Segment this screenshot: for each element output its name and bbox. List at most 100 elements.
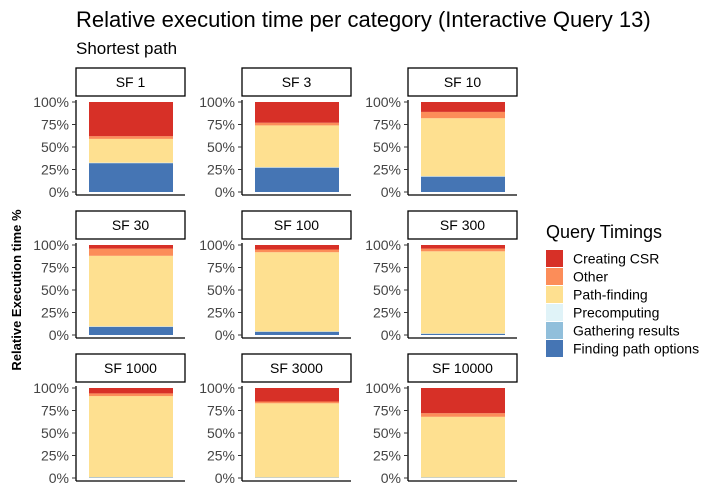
bar-segment-creating-csr bbox=[255, 388, 339, 402]
bar-segment-other bbox=[255, 249, 339, 253]
bar-segment-creating-csr bbox=[89, 388, 173, 394]
y-tick-label: 50% bbox=[207, 425, 235, 441]
legend: Query Timings Creating CSR Other Path-find… bbox=[546, 222, 699, 357]
legend-label: Gathering results bbox=[573, 323, 680, 339]
y-tick-label: 50% bbox=[41, 425, 69, 441]
facet-panel: SF 100 0% 25% 50% 75% 100% bbox=[199, 210, 352, 343]
facet-strip bbox=[75, 67, 186, 97]
y-tick-label: 75% bbox=[41, 260, 69, 276]
bar-segment-path-finding bbox=[421, 118, 505, 177]
bar-segment-other bbox=[89, 393, 173, 397]
bar-segment-path-finding bbox=[89, 255, 173, 327]
facet-strip-label: SF 3 bbox=[282, 74, 312, 90]
y-tick-label: 75% bbox=[373, 117, 401, 133]
facet-strip bbox=[407, 67, 518, 97]
bar-segment-other bbox=[421, 413, 505, 417]
y-tick-label: 50% bbox=[373, 139, 401, 155]
y-tick-label: 25% bbox=[41, 162, 69, 178]
y-tick-label: 100% bbox=[199, 94, 235, 110]
y-tick-label: 0% bbox=[381, 327, 401, 343]
bar-segment-creating-csr bbox=[89, 245, 173, 249]
facet-panels: SF 10%25%50%75%100%SF 30%25%50%75%100%SF… bbox=[33, 67, 518, 486]
y-tick-label: 25% bbox=[373, 305, 401, 321]
bar-segment-path-finding bbox=[255, 252, 339, 332]
legend-label: Finding path options bbox=[573, 341, 699, 357]
bar-segment-other bbox=[255, 122, 339, 126]
y-tick-label: 50% bbox=[41, 139, 69, 155]
facet-strip bbox=[241, 210, 352, 240]
y-tick-label: 25% bbox=[41, 305, 69, 321]
y-tick-label: 25% bbox=[41, 448, 69, 464]
y-tick-label: 75% bbox=[207, 403, 235, 419]
y-tick-label: 100% bbox=[365, 380, 401, 396]
facet-strip bbox=[407, 353, 518, 383]
y-tick-label: 100% bbox=[199, 380, 235, 396]
facet-strip-label: SF 30 bbox=[112, 217, 150, 233]
y-tick-label: 25% bbox=[373, 448, 401, 464]
facet-panel: SF 1000 0% 25% 50% 75% 100% bbox=[33, 353, 186, 486]
y-tick-label: 75% bbox=[373, 403, 401, 419]
bar-segment-path-finding bbox=[421, 416, 505, 478]
facet-panel: SF 3000 0% 25% 50% 75% 100% bbox=[199, 353, 352, 486]
bar-segment-finding-path-options bbox=[421, 176, 505, 192]
y-tick-label: 100% bbox=[33, 237, 69, 253]
y-tick-label: 75% bbox=[207, 260, 235, 276]
facet-strip bbox=[407, 210, 518, 240]
y-tick-label: 50% bbox=[373, 425, 401, 441]
bar-segment-other bbox=[89, 136, 173, 139]
y-tick-label: 50% bbox=[207, 139, 235, 155]
facet-strip bbox=[75, 210, 186, 240]
facet-strip-label: SF 3000 bbox=[270, 360, 323, 376]
y-tick-label: 75% bbox=[207, 117, 235, 133]
bar-segment-creating-csr bbox=[89, 102, 173, 137]
facet-panel: SF 1 0% 25% 50% 75% 100% bbox=[33, 67, 186, 200]
legend-swatch bbox=[546, 322, 563, 339]
legend-label: Creating CSR bbox=[573, 251, 659, 267]
legend-label: Precomputing bbox=[573, 305, 659, 321]
y-axis-label: Relative Execution time % bbox=[9, 209, 24, 371]
legend-swatch bbox=[546, 304, 563, 321]
facet-strip-label: SF 1 bbox=[116, 74, 146, 90]
legend-label: Other bbox=[573, 269, 608, 285]
facet-strip bbox=[241, 353, 352, 383]
bar-segment-path-finding bbox=[89, 396, 173, 478]
chart-subtitle: Shortest path bbox=[76, 39, 177, 58]
facet-panel: SF 10000 0% 25% 50% 75% 100% bbox=[365, 353, 518, 486]
facet-strip-label: SF 1000 bbox=[104, 360, 157, 376]
legend-swatch bbox=[546, 340, 563, 357]
bar-segment-path-finding bbox=[255, 125, 339, 168]
bar-segment-finding-path-options bbox=[89, 326, 173, 335]
bar-segment-path-finding bbox=[421, 251, 505, 334]
bar-segment-creating-csr bbox=[255, 102, 339, 123]
facet-strip-label: SF 100 bbox=[274, 217, 319, 233]
y-tick-label: 0% bbox=[215, 470, 235, 486]
y-tick-label: 100% bbox=[199, 237, 235, 253]
bar-segment-path-finding bbox=[89, 138, 173, 163]
facet-strip bbox=[241, 67, 352, 97]
y-tick-label: 25% bbox=[207, 448, 235, 464]
y-tick-label: 0% bbox=[215, 327, 235, 343]
legend-title: Query Timings bbox=[546, 222, 662, 242]
bar-segment-finding-path-options bbox=[255, 167, 339, 192]
y-tick-label: 100% bbox=[365, 94, 401, 110]
y-tick-label: 75% bbox=[41, 403, 69, 419]
facet-strip-label: SF 10000 bbox=[432, 360, 493, 376]
y-tick-label: 75% bbox=[41, 117, 69, 133]
legend-swatch bbox=[546, 286, 563, 303]
y-tick-label: 100% bbox=[33, 380, 69, 396]
y-tick-label: 100% bbox=[365, 237, 401, 253]
y-tick-label: 0% bbox=[49, 470, 69, 486]
chart-title: Relative execution time per category (In… bbox=[76, 7, 651, 32]
bar-segment-other bbox=[255, 401, 339, 404]
y-tick-label: 50% bbox=[207, 282, 235, 298]
y-tick-label: 0% bbox=[49, 327, 69, 343]
y-tick-label: 0% bbox=[215, 184, 235, 200]
facet-strip bbox=[75, 353, 186, 383]
bar-segment-finding-path-options bbox=[421, 333, 505, 335]
y-tick-label: 0% bbox=[49, 184, 69, 200]
y-tick-label: 25% bbox=[207, 162, 235, 178]
bar-segment-creating-csr bbox=[421, 102, 505, 112]
bar-segment-finding-path-options bbox=[255, 331, 339, 335]
y-tick-label: 25% bbox=[207, 305, 235, 321]
